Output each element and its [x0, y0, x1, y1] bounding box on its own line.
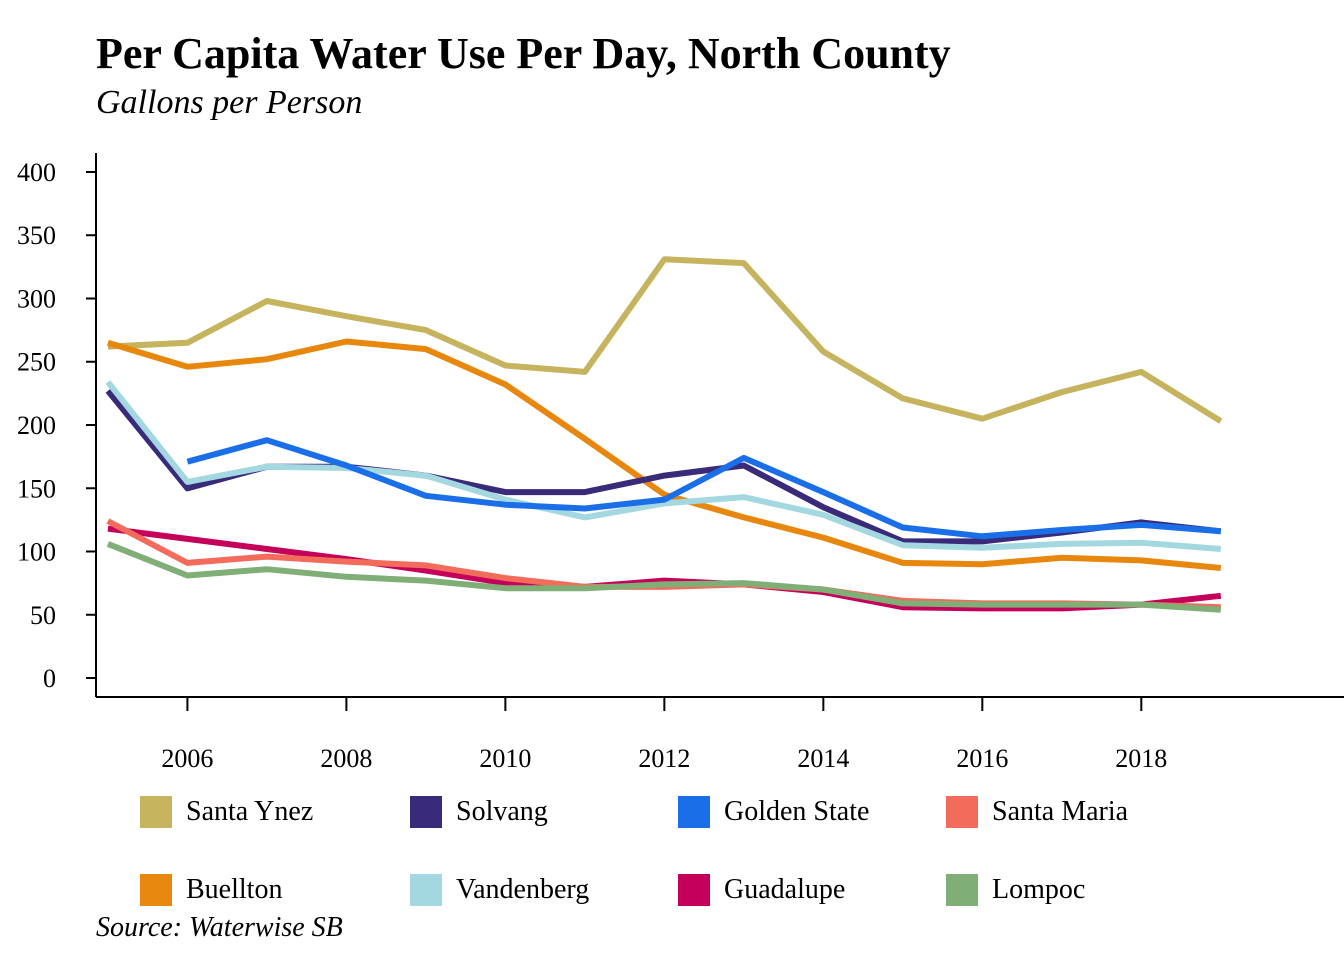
- y-axis: 0 50 100 150 200 250 300 350 400: [17, 153, 97, 697]
- legend-swatch-santa-ynez: [140, 796, 172, 828]
- chart-title: Per Capita Water Use Per Day, North Coun…: [96, 29, 951, 78]
- y-tick-label: 400: [17, 158, 56, 187]
- x-tick-label: 2012: [638, 744, 690, 773]
- legend-item-golden-state: Golden State: [678, 796, 869, 828]
- source-note: Source: Waterwise SB: [96, 912, 343, 943]
- x-tick-label: 2016: [956, 744, 1008, 773]
- y-tick-label: 250: [17, 348, 56, 377]
- legend-label-lompoc: Lompoc: [992, 874, 1086, 905]
- legend-item-guadalupe: Guadalupe: [678, 874, 845, 906]
- legend-swatch-solvang: [410, 796, 442, 828]
- legend-swatch-santa-maria: [946, 796, 978, 828]
- series-line-vandenberg: [105, 380, 1222, 552]
- legend-item-lompoc: Lompoc: [946, 874, 1085, 906]
- x-tick-label: 2010: [479, 744, 531, 773]
- legend-item-solvang: Solvang: [410, 796, 548, 828]
- legend-swatch-guadalupe: [678, 874, 710, 906]
- legend-swatch-golden-state: [678, 796, 710, 828]
- y-tick-label: 100: [17, 538, 56, 567]
- series-line-santa-ynez: [107, 256, 1223, 424]
- x-tick-label: 2014: [797, 744, 849, 773]
- series-line-buellton: [107, 338, 1222, 571]
- legend-swatch-vandenberg: [410, 874, 442, 906]
- legend-item-buellton: Buellton: [140, 874, 282, 906]
- legend-item-santa-ynez: Santa Ynez: [140, 796, 313, 828]
- series-line-golden-state: [186, 437, 1222, 540]
- x-axis: 2006 2008 2010 2012 2014 2016 2018: [96, 696, 1344, 773]
- y-tick-label: 350: [17, 221, 56, 250]
- y-tick-label: 150: [17, 474, 56, 503]
- y-tick-label: 0: [43, 664, 56, 693]
- series-line-guadalupe: [107, 525, 1222, 612]
- x-tick-label: 2006: [161, 744, 213, 773]
- chart-subtitle: Gallons per Person: [96, 84, 363, 121]
- legend-swatch-buellton: [140, 874, 172, 906]
- y-tick-label: 300: [17, 284, 56, 313]
- legend-item-santa-maria: Santa Maria: [946, 796, 1128, 828]
- legend-label-solvang: Solvang: [456, 796, 548, 827]
- x-tick-label: 2008: [320, 744, 372, 773]
- legend-label-santa-ynez: Santa Ynez: [186, 796, 314, 827]
- y-tick-label: 50: [30, 601, 56, 630]
- legend-label-buellton: Buellton: [186, 874, 283, 905]
- legend-label-golden-state: Golden State: [724, 796, 870, 827]
- legend-label-santa-maria: Santa Maria: [992, 796, 1129, 827]
- legend-swatch-lompoc: [946, 874, 978, 906]
- series-lines: [105, 256, 1223, 613]
- y-tick-label: 200: [17, 411, 56, 440]
- legend-label-guadalupe: Guadalupe: [724, 874, 846, 905]
- x-tick-label: 2018: [1115, 744, 1167, 773]
- legend: Santa Ynez Solvang Golden State Santa Maria…: [140, 796, 1260, 916]
- legend-item-vandenberg: Vandenberg: [410, 874, 589, 906]
- series-line-lompoc: [106, 541, 1221, 613]
- legend-label-vandenberg: Vandenberg: [456, 874, 590, 905]
